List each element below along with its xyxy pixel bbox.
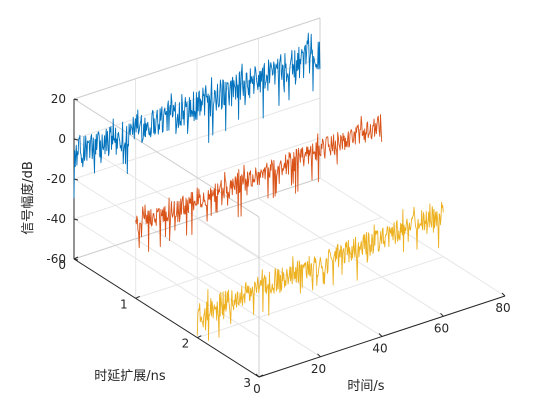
grid-line <box>319 177 506 297</box>
grid-line <box>73 178 260 298</box>
x-tick-label: 0 <box>253 382 261 396</box>
y-axis-line <box>73 258 260 378</box>
series-line-3 <box>196 201 444 341</box>
x-tick-mark <box>255 373 260 378</box>
box-edge <box>73 177 321 260</box>
series-line-1 <box>73 32 321 199</box>
axis-lines <box>73 17 506 378</box>
y-tick-mark <box>197 335 202 339</box>
y-tick-mark <box>135 295 140 299</box>
grid-line <box>73 138 260 258</box>
z-tick-label: -20 <box>46 172 66 186</box>
z-axis-label: 信号幅度/dB <box>20 161 36 235</box>
y-tick-label: 3 <box>243 376 251 390</box>
z-tick-label: -40 <box>46 212 66 226</box>
x-tick-label: 80 <box>495 301 510 315</box>
z-tick-label: -60 <box>46 252 66 266</box>
z-tick-label: 20 <box>51 92 66 106</box>
x-tick-label: 60 <box>434 321 449 335</box>
x-tick-label: 40 <box>372 342 387 356</box>
y-tick-mark <box>258 374 264 378</box>
box-edge <box>73 17 321 100</box>
z-tick-label: 0 <box>58 132 66 146</box>
series-line-2 <box>135 114 383 252</box>
z-tick-mark <box>73 258 79 261</box>
tick-labels: 0 20 40 60 80 0 1 2 3 -60 -40 -20 0 20 <box>46 92 510 396</box>
y-tick-label: 1 <box>120 297 128 311</box>
z-tick-mark <box>73 138 79 141</box>
y-axis-label: 时延扩展/ns <box>94 369 166 384</box>
grid-line <box>73 218 260 338</box>
grid-line <box>197 256 444 339</box>
x-tick-label: 20 <box>311 362 326 376</box>
z-tick-mark <box>73 98 79 101</box>
z-tick-mark <box>73 218 79 221</box>
y-tick-label: 2 <box>182 337 190 351</box>
x-tick-mark <box>440 312 444 317</box>
x-tick-mark <box>501 292 506 297</box>
x-tick-mark <box>317 353 321 358</box>
y-tick-label: 0 <box>58 258 66 272</box>
data-series <box>73 32 444 341</box>
grid-line <box>196 218 383 337</box>
x-axis-label: 时间/s <box>347 379 384 394</box>
x-tick-mark <box>378 333 383 337</box>
